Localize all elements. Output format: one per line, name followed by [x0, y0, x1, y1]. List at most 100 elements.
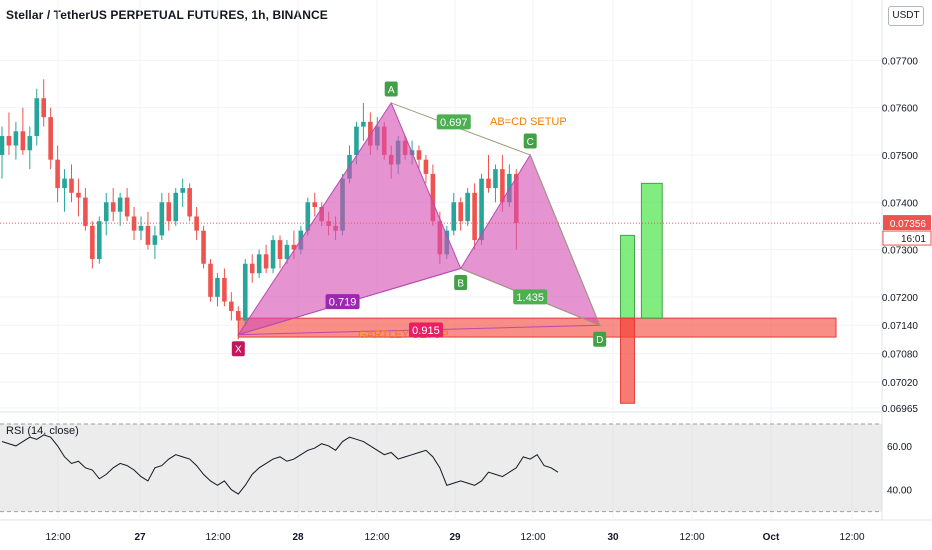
x-tick-label: 12:00 — [679, 532, 704, 543]
candle-body — [159, 202, 165, 236]
ratio-badge[interactable] — [325, 294, 360, 310]
countdown-tag — [882, 230, 932, 246]
candle-body — [62, 178, 67, 189]
candle-body — [416, 150, 422, 160]
ratio-badge[interactable] — [513, 289, 548, 305]
candle-body — [291, 244, 297, 250]
candle-body — [284, 244, 290, 260]
x-tick-label: 29 — [449, 532, 461, 543]
y-tick-label: 0.07200 — [882, 293, 919, 304]
y-tick-label: 0.07300 — [882, 246, 919, 257]
take-profit-zone-2[interactable] — [640, 182, 663, 319]
last-price-tag — [883, 215, 931, 231]
x-tick-label: 30 — [607, 532, 619, 543]
candle-body — [110, 202, 116, 212]
candle-body — [256, 254, 262, 274]
chart-title: Stellar / TetherUS PERPETUAL FUTURES, 1h… — [6, 8, 328, 22]
candle-body — [354, 126, 359, 155]
candle-body — [222, 277, 227, 302]
last-price-label: 0.07356 — [890, 219, 927, 230]
x-tick-label: 12:00 — [520, 532, 545, 543]
y-tick-label: 0.07140 — [882, 321, 919, 332]
ratio-badge[interactable] — [408, 322, 443, 338]
pattern-point-a[interactable] — [384, 81, 398, 97]
stop-loss-zone[interactable] — [237, 317, 837, 338]
candle-body — [270, 240, 276, 269]
x-tick-label: 12:00 — [205, 532, 230, 543]
ratio-badge-label: 1.435 — [516, 292, 544, 304]
y-tick-label: 0.06965 — [882, 404, 919, 415]
candle-body — [20, 131, 26, 151]
candle-body — [145, 225, 151, 245]
candle-body — [69, 178, 74, 193]
pattern-cd-line — [529, 154, 601, 326]
pattern-point-label: X — [235, 345, 242, 356]
pattern-point-c[interactable] — [523, 133, 537, 149]
ratio-badge-label: 0.697 — [440, 117, 468, 129]
candle-body — [263, 254, 269, 269]
pattern-point-label: D — [596, 335, 603, 346]
ratio-badge-label: 0.915 — [412, 325, 440, 337]
candle-body — [41, 98, 46, 118]
candle-body — [215, 277, 220, 297]
position-zones — [237, 182, 837, 404]
price-axis: 0.07700 0.07600 0.07500 0.07400 0.07300 0.072… — [0, 56, 932, 415]
x-tick-label: Oct — [763, 532, 780, 543]
candle-body — [13, 131, 19, 146]
y-tick-label: 0.07080 — [882, 350, 919, 361]
y-tick-label: 0.07500 — [882, 151, 919, 162]
x-tick-label: 28 — [292, 532, 304, 543]
pattern-point-label: B — [457, 278, 464, 289]
candle-body — [48, 117, 53, 160]
candle-body — [208, 263, 213, 297]
candle-body — [83, 197, 88, 226]
candle-body — [493, 169, 498, 189]
candle-body — [305, 202, 311, 231]
candle-body — [465, 192, 470, 222]
pattern-point-b[interactable] — [454, 274, 468, 290]
x-tick-label: 27 — [134, 532, 146, 543]
loss-zone[interactable] — [620, 317, 635, 404]
pattern-point-label: C — [527, 137, 534, 148]
pattern-point-x[interactable] — [231, 341, 245, 357]
candle-body — [236, 311, 241, 321]
candle-body — [0, 136, 5, 155]
candle-body — [312, 202, 318, 207]
candle-body — [194, 216, 199, 231]
rsi-pane: 60.00 40.00 RSI (14, close) — [0, 423, 912, 513]
candle-body — [103, 202, 109, 222]
candle-body — [229, 301, 234, 312]
candle-body — [166, 202, 172, 222]
candle-body — [451, 202, 457, 231]
candle-body — [479, 178, 484, 241]
pattern-point-d[interactable] — [593, 331, 607, 347]
currency-selector-button[interactable]: USDT — [888, 6, 924, 26]
rsi-line — [1, 434, 559, 495]
candle-body — [458, 202, 463, 222]
take-profit-zone-1[interactable] — [620, 234, 635, 319]
candle-body — [97, 221, 102, 260]
x-tick-label: 12:00 — [364, 532, 389, 543]
candle-body — [201, 230, 206, 264]
rsi-title: RSI (14, close) — [6, 425, 79, 437]
time-axis: 12:00 27 12:00 28 12:00 29 12:00 30 12:00 Oct 12:0… — [45, 532, 864, 543]
candle-body — [6, 136, 12, 146]
ratio-badge[interactable] — [436, 114, 471, 130]
rsi-band — [0, 424, 882, 512]
y-tick-label: 0.07600 — [882, 104, 919, 115]
candle-body — [242, 263, 248, 321]
x-tick-label: 12:00 — [839, 532, 864, 543]
candle-body — [472, 192, 477, 241]
candle-body — [187, 188, 192, 217]
rsi-tick-label: 40.00 — [887, 486, 912, 497]
x-tick-label: 12:00 — [45, 532, 70, 543]
candle-body — [249, 263, 255, 274]
candle-body — [361, 121, 366, 127]
candle-body — [277, 240, 283, 260]
candle-body — [180, 188, 185, 193]
candle-body — [423, 159, 429, 174]
candle-body — [430, 173, 436, 222]
